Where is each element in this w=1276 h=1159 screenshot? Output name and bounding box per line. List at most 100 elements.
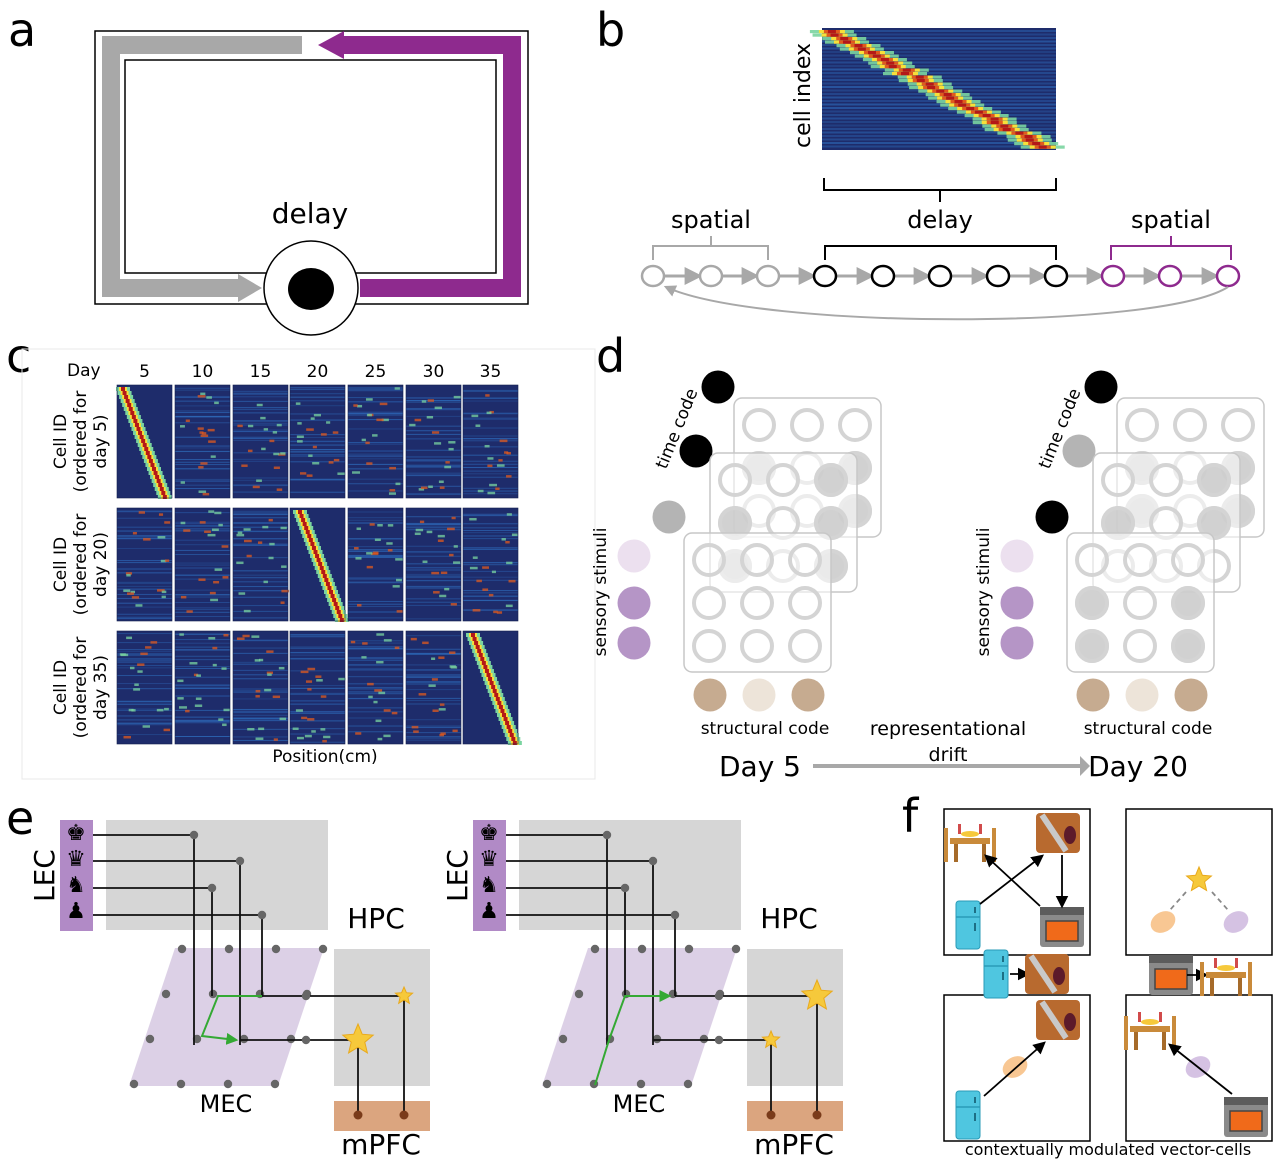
raster-spot [369,523,375,526]
grid-node [271,944,281,954]
raster-noise [406,527,461,529]
raster-noise [290,652,345,654]
raster-spot [251,635,260,638]
raster-noise [406,573,461,575]
raster-noise [406,474,461,476]
drift-label-line2: drift [929,744,968,766]
raster-noise [463,438,518,440]
raster-noise [117,568,172,570]
raster-seq-peak [153,471,158,475]
raster-noise [348,390,403,392]
structural-code-dot [1076,678,1110,712]
raster-seq-peak [329,590,333,594]
raster-spot [213,580,220,584]
mpfc-node [766,1110,776,1120]
heatmap-row-peak [842,40,851,44]
raster-noise [290,692,345,694]
raster-frame [405,384,462,499]
raster-spot [243,528,251,531]
raster-seq-peak [147,455,152,459]
raster-seq-peak [325,582,330,586]
raster-noise [406,675,461,677]
raster-noise [233,581,288,583]
raster-noise [175,387,230,389]
structural-code-dot [742,678,776,712]
raster-spot [258,658,264,662]
grid-node [590,944,600,954]
raster-spot [485,394,490,397]
raster-seq-peak [492,689,497,693]
raster-cell [405,630,462,745]
heatmap-row-peak [1002,128,1011,132]
raster-noise [175,611,230,613]
raster-seq-peak [488,677,493,681]
raster-noise [290,387,345,389]
raster-spot [373,551,379,555]
raster-spot [260,416,266,420]
raster-noise [175,512,230,514]
raster-seq-peak [322,574,327,578]
raster-spot [214,511,222,515]
raster-noise [233,586,288,588]
raster-noise [233,570,288,572]
raster-spot [223,708,231,712]
return-arrow [663,285,1229,321]
raster-spot [218,718,224,721]
raster-noise [175,667,230,669]
raster-noise [117,581,172,583]
mpfc-node [399,1110,409,1120]
junction-node [207,883,217,893]
raster-spot [301,716,308,720]
raster-spot [376,418,384,422]
raster-noise [406,719,461,721]
raster-spot [368,695,373,699]
raster-noise [233,526,288,528]
raster-spot [411,725,419,729]
raster-spot [280,601,285,604]
grid-node [684,944,694,954]
raster-spot [156,708,164,712]
raster-spot [501,538,506,541]
raster-seq-peak [152,467,156,471]
raster-spot [142,725,150,728]
grid-node [176,1079,186,1089]
raster-noise [463,466,518,468]
raster-noise [175,484,230,486]
raster-spot [272,431,278,434]
orange-blob [1002,1056,1028,1078]
raster-noise [117,648,172,650]
raster-noise [348,707,403,709]
heatmap-row-peak [954,100,963,104]
raster-noise [348,687,403,689]
raster-spot [137,663,145,666]
structural-code-dot [1174,678,1208,712]
raster-noise [175,642,230,644]
raster-seq-peak [498,705,503,709]
raster-spot [199,431,204,434]
raster-spot [426,415,434,419]
raster-noise [117,722,172,724]
day-labels: 5 10 15 20 25 30 35 [139,362,501,382]
raster-noise [348,640,403,642]
raster-noise [175,615,230,617]
raster-noise [233,674,288,676]
junction-node [235,856,245,866]
raster-background [175,508,230,621]
raster-spot [210,455,216,458]
raster-cell [405,384,462,499]
raster-noise [175,554,230,556]
raster-spot [273,738,278,741]
oven-icon [1224,1097,1268,1137]
raster-noise [348,397,403,399]
cutting-board-icon [1025,954,1069,994]
raster-noise [290,703,345,705]
raster-noise [348,646,403,648]
raster-noise [406,726,461,728]
junction-node [648,856,658,866]
raster-noise [406,587,461,589]
raster-noise [233,698,288,700]
raster-spot [247,727,255,731]
unit-ring [790,408,824,442]
raster-noise [406,459,461,461]
raster-frame [232,507,289,622]
